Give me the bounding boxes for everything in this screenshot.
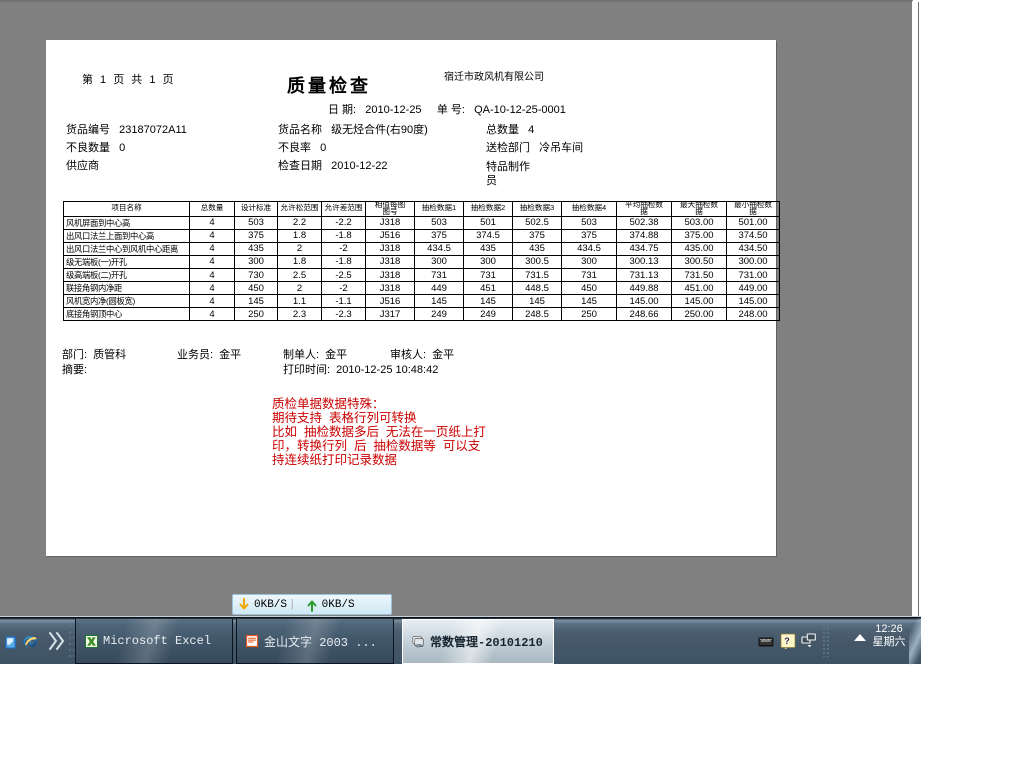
svg-text:?: ?: [784, 636, 790, 646]
